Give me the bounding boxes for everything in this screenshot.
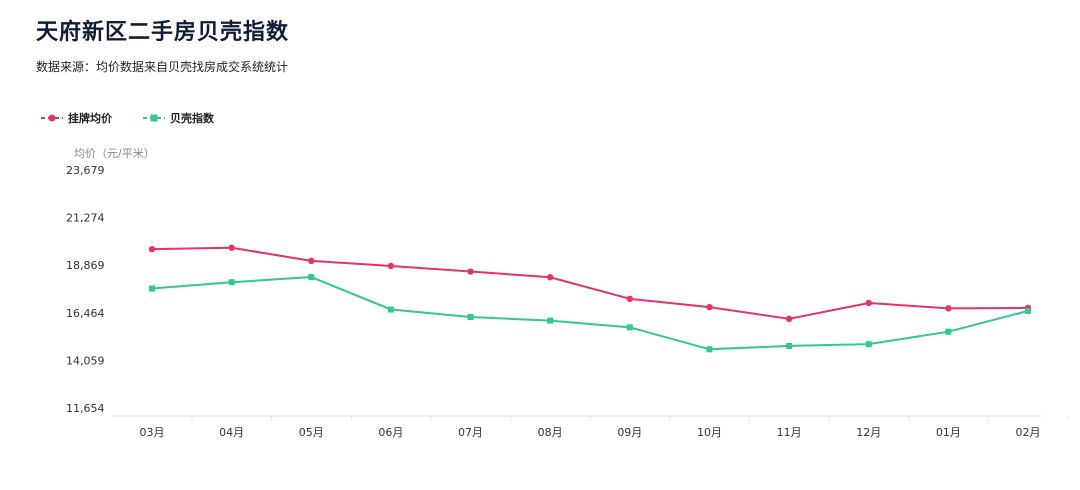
y-tick-label: 21,274 <box>66 212 105 225</box>
y-tick-label: 18,869 <box>66 259 105 272</box>
series-line-index <box>151 276 1029 351</box>
data-point-index <box>387 306 394 313</box>
x-tick-label: 12月 <box>856 426 881 439</box>
x-tick-label: 05月 <box>299 426 324 439</box>
data-point-listing <box>706 303 713 311</box>
y-tick-label: 16,464 <box>66 307 105 320</box>
x-tick-label: 06月 <box>378 426 403 439</box>
data-point-listing <box>228 244 235 251</box>
data-point-index <box>786 342 793 349</box>
x-tick-label: 01月 <box>936 426 961 439</box>
y-tick-label: 11,654 <box>66 402 105 415</box>
data-point-listing <box>467 268 474 275</box>
data-point-listing <box>626 295 634 303</box>
series-line-listing <box>151 246 1029 320</box>
y-tick-label: 23,679 <box>66 164 105 177</box>
data-point-listing <box>308 257 315 265</box>
data-point-index <box>1025 307 1031 314</box>
data-point-index <box>706 346 713 353</box>
legend-marker-square-icon <box>143 114 165 122</box>
y-tick-label: 14,059 <box>66 354 105 367</box>
data-point-index <box>865 341 872 348</box>
x-tick-label: 04月 <box>219 426 244 439</box>
page-title: 天府新区二手房贝壳指数 <box>36 20 290 45</box>
x-tick-label: 07月 <box>458 426 483 439</box>
data-point-index <box>626 324 633 331</box>
data-point-listing <box>945 305 952 312</box>
data-point-index <box>149 285 155 292</box>
legend-item-index[interactable]: 贝壳指数 <box>142 110 214 126</box>
data-point-index <box>945 328 952 335</box>
data-point-index <box>228 279 235 286</box>
legend-marker-circle-icon <box>41 114 63 122</box>
legend-label-listing: 挂牌均价 <box>68 112 112 125</box>
x-tick-label: 03月 <box>140 426 165 439</box>
data-point-listing <box>546 274 554 281</box>
legend-item-listing[interactable]: 挂牌均价 <box>40 110 112 126</box>
data-point-listing <box>865 299 872 307</box>
data-point-index <box>547 317 554 324</box>
data-point-index <box>308 274 315 281</box>
data-point-listing <box>387 262 395 270</box>
x-tick-label: 11月 <box>777 426 802 439</box>
data-point-listing <box>785 315 793 323</box>
data-point-listing <box>148 245 156 253</box>
x-tick-label: 09月 <box>617 426 642 439</box>
y-axis-label: 均价（元/平米） <box>74 147 155 160</box>
data-point-index <box>467 314 474 321</box>
x-tick-label: 08月 <box>538 426 563 439</box>
x-tick-label: 02月 <box>1016 426 1041 439</box>
chart-legend: 挂牌均价 贝壳指数 <box>40 110 244 126</box>
legend-label-index: 贝壳指数 <box>170 112 214 125</box>
data-source-text: 数据来源：均价数据来自贝壳找房成交系统统计 <box>36 60 289 74</box>
x-tick-label: 10月 <box>697 426 722 439</box>
